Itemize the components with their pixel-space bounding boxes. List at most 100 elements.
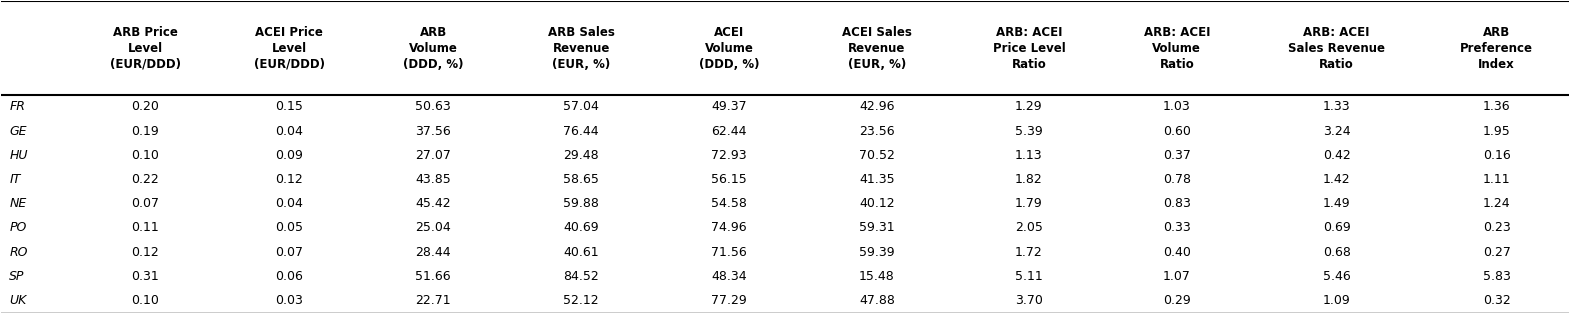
Text: 0.12: 0.12 (132, 246, 159, 259)
Text: 0.33: 0.33 (1163, 221, 1190, 234)
Text: 29.48: 29.48 (564, 149, 598, 162)
Text: ARB
Preference
Index: ARB Preference Index (1460, 25, 1534, 71)
Text: 1.07: 1.07 (1163, 270, 1190, 283)
Text: 0.42: 0.42 (1324, 149, 1350, 162)
Text: 3.70: 3.70 (1014, 294, 1042, 307)
Text: 48.34: 48.34 (711, 270, 747, 283)
Text: 5.46: 5.46 (1324, 270, 1350, 283)
Text: 0.83: 0.83 (1163, 197, 1190, 210)
Text: PO: PO (9, 221, 27, 234)
Text: 1.79: 1.79 (1014, 197, 1042, 210)
Text: 3.24: 3.24 (1324, 125, 1350, 138)
Text: 71.56: 71.56 (711, 246, 747, 259)
Text: 70.52: 70.52 (859, 149, 895, 162)
Text: 0.60: 0.60 (1163, 125, 1190, 138)
Text: 27.07: 27.07 (414, 149, 451, 162)
Text: 42.96: 42.96 (859, 100, 895, 113)
Text: 76.44: 76.44 (564, 125, 598, 138)
Text: 0.12: 0.12 (275, 173, 303, 186)
Text: 0.15: 0.15 (275, 100, 303, 113)
Text: 0.09: 0.09 (275, 149, 303, 162)
Text: 41.35: 41.35 (859, 173, 895, 186)
Text: SP: SP (9, 270, 25, 283)
Text: 1.13: 1.13 (1016, 149, 1042, 162)
Text: 43.85: 43.85 (416, 173, 451, 186)
Text: 25.04: 25.04 (416, 221, 451, 234)
Text: ACEI
Volume
(DDD, %): ACEI Volume (DDD, %) (699, 25, 760, 71)
Text: 47.88: 47.88 (859, 294, 895, 307)
Text: 51.66: 51.66 (416, 270, 451, 283)
Text: 54.58: 54.58 (711, 197, 747, 210)
Text: ARB
Volume
(DDD, %): ARB Volume (DDD, %) (403, 25, 463, 71)
Text: 74.96: 74.96 (711, 221, 747, 234)
Text: 2.05: 2.05 (1014, 221, 1042, 234)
Text: 0.31: 0.31 (132, 270, 159, 283)
Text: 1.09: 1.09 (1324, 294, 1350, 307)
Text: 22.71: 22.71 (416, 294, 451, 307)
Text: ARB Sales
Revenue
(EUR, %): ARB Sales Revenue (EUR, %) (548, 25, 614, 71)
Text: 56.15: 56.15 (711, 173, 747, 186)
Text: 1.49: 1.49 (1324, 197, 1350, 210)
Text: 0.19: 0.19 (132, 125, 159, 138)
Text: 1.72: 1.72 (1014, 246, 1042, 259)
Text: 1.03: 1.03 (1163, 100, 1190, 113)
Text: 23.56: 23.56 (859, 125, 895, 138)
Text: UK: UK (9, 294, 27, 307)
Text: 0.07: 0.07 (275, 246, 303, 259)
Text: ARB Price
Level
(EUR/DDD): ARB Price Level (EUR/DDD) (110, 25, 181, 71)
Text: 57.04: 57.04 (564, 100, 600, 113)
Text: 5.11: 5.11 (1014, 270, 1042, 283)
Text: 37.56: 37.56 (416, 125, 451, 138)
Text: 0.07: 0.07 (132, 197, 159, 210)
Text: 52.12: 52.12 (564, 294, 598, 307)
Text: 0.20: 0.20 (132, 100, 159, 113)
Text: 0.69: 0.69 (1324, 221, 1350, 234)
Text: 49.37: 49.37 (711, 100, 747, 113)
Text: 59.31: 59.31 (859, 221, 895, 234)
Text: 0.22: 0.22 (132, 173, 159, 186)
Text: 77.29: 77.29 (711, 294, 747, 307)
Text: 0.16: 0.16 (1482, 149, 1510, 162)
Text: 40.61: 40.61 (564, 246, 598, 259)
Text: 0.68: 0.68 (1324, 246, 1350, 259)
Text: 1.82: 1.82 (1014, 173, 1042, 186)
Text: 72.93: 72.93 (711, 149, 747, 162)
Text: 0.04: 0.04 (275, 197, 303, 210)
Text: ACEI Sales
Revenue
(EUR, %): ACEI Sales Revenue (EUR, %) (842, 25, 912, 71)
Text: 1.33: 1.33 (1324, 100, 1350, 113)
Text: 0.11: 0.11 (132, 221, 159, 234)
Text: 0.32: 0.32 (1482, 294, 1510, 307)
Text: 84.52: 84.52 (564, 270, 600, 283)
Text: 0.78: 0.78 (1163, 173, 1190, 186)
Text: 0.03: 0.03 (275, 294, 303, 307)
Text: 0.10: 0.10 (132, 149, 159, 162)
Text: 0.04: 0.04 (275, 125, 303, 138)
Text: 1.36: 1.36 (1482, 100, 1510, 113)
Text: 59.39: 59.39 (859, 246, 895, 259)
Text: 0.10: 0.10 (132, 294, 159, 307)
Text: 1.11: 1.11 (1482, 173, 1510, 186)
Text: ARB: ACEI
Volume
Ratio: ARB: ACEI Volume Ratio (1143, 25, 1210, 71)
Text: HU: HU (9, 149, 28, 162)
Text: 58.65: 58.65 (564, 173, 600, 186)
Text: 1.95: 1.95 (1482, 125, 1510, 138)
Text: 5.83: 5.83 (1482, 270, 1510, 283)
Text: 40.69: 40.69 (564, 221, 598, 234)
Text: 0.37: 0.37 (1163, 149, 1190, 162)
Text: 0.06: 0.06 (275, 270, 303, 283)
Text: 0.27: 0.27 (1482, 246, 1510, 259)
Text: 0.29: 0.29 (1163, 294, 1190, 307)
Text: 45.42: 45.42 (416, 197, 451, 210)
Text: 62.44: 62.44 (711, 125, 747, 138)
Text: 5.39: 5.39 (1014, 125, 1042, 138)
Text: FR: FR (9, 100, 25, 113)
Text: RO: RO (9, 246, 28, 259)
Text: ARB: ACEI
Price Level
Ratio: ARB: ACEI Price Level Ratio (992, 25, 1066, 71)
Text: 1.29: 1.29 (1016, 100, 1042, 113)
Text: 28.44: 28.44 (416, 246, 451, 259)
Text: IT: IT (9, 173, 20, 186)
Text: 15.48: 15.48 (859, 270, 895, 283)
Text: 0.05: 0.05 (275, 221, 303, 234)
Text: 1.42: 1.42 (1324, 173, 1350, 186)
Text: 1.24: 1.24 (1482, 197, 1510, 210)
